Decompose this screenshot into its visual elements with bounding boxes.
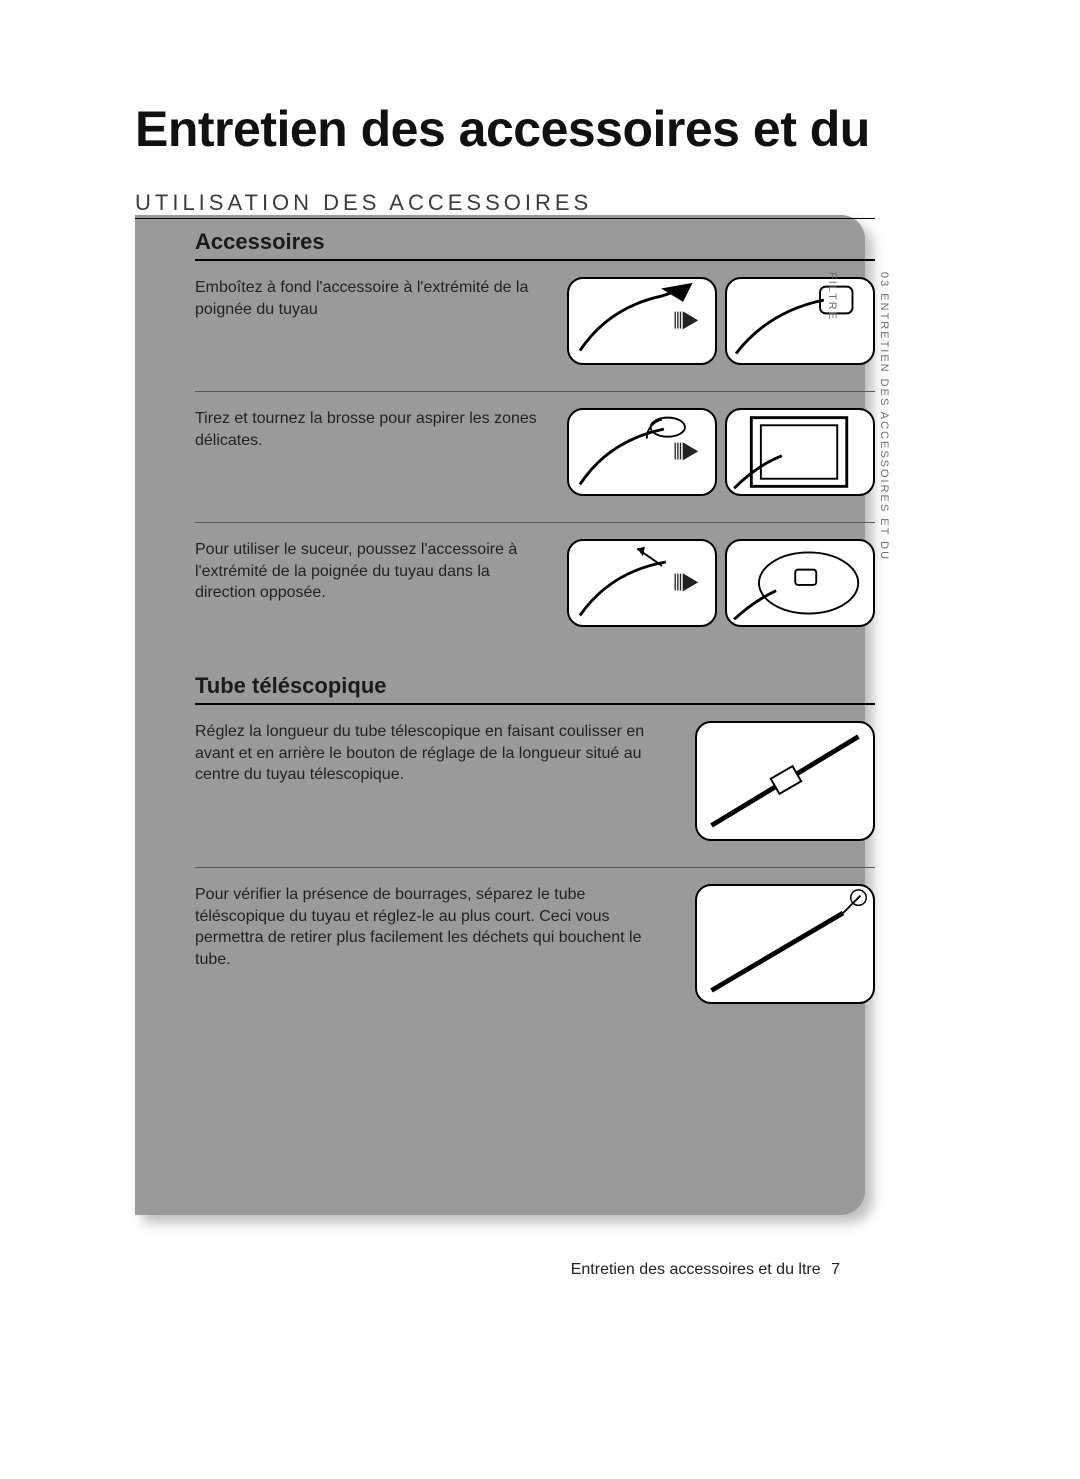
page: 03 ENTRETIEN DES ACCESSOIRES ET DU FILTR… bbox=[0, 0, 1080, 1479]
section-heading: UTILISATION DES ACCESSOIRES bbox=[135, 190, 875, 216]
accessories-row-1: Emboîtez à fond l'accessoire à l'extrémi… bbox=[195, 277, 875, 365]
footer-text: Entretien des accessoires et du ltre bbox=[571, 1261, 821, 1278]
arrow-icon: ⦀▶ bbox=[673, 570, 698, 596]
accessories-illustration-2b bbox=[725, 408, 875, 496]
tube-underline bbox=[195, 703, 875, 705]
arrow-icon: ⦀▶ bbox=[673, 439, 698, 465]
content-area: Entretien des accessoires et du l UTILIS… bbox=[135, 100, 875, 1004]
accessories-row-3: Pour utiliser le suceur, poussez l'acces… bbox=[195, 539, 875, 627]
tube-text-2: Pour vérifier la présence de bourrages, … bbox=[195, 884, 687, 970]
accessories-heading: Accessoires bbox=[195, 229, 875, 255]
divider bbox=[195, 867, 875, 868]
side-tab-line-1: 03 ENTRETIEN DES ACCESSOIRES ET DU bbox=[878, 272, 890, 592]
section-underline bbox=[135, 218, 875, 219]
accessories-row-2: Tirez et tournez la brosse pour aspirer … bbox=[195, 408, 875, 496]
side-tab-line-2: FILTRE bbox=[826, 272, 838, 592]
divider bbox=[195, 522, 875, 523]
accessories-text-3: Pour utiliser le suceur, poussez l'acces… bbox=[195, 539, 559, 604]
page-title: Entretien des accessoires et du l bbox=[135, 100, 875, 158]
page-number: 7 bbox=[831, 1261, 840, 1278]
tube-heading: Tube téléscopique bbox=[195, 673, 875, 699]
accessories-illustration-1b bbox=[725, 277, 875, 365]
accessories-underline bbox=[195, 259, 875, 261]
tube-illustration-2 bbox=[695, 884, 875, 1004]
accessories-illustration-3b bbox=[725, 539, 875, 627]
divider bbox=[195, 391, 875, 392]
accessories-text-2: Tirez et tournez la brosse pour aspirer … bbox=[195, 408, 559, 451]
tube-row-2: Pour vérifier la présence de bourrages, … bbox=[195, 884, 875, 1004]
arrow-icon: ⦀▶ bbox=[673, 308, 698, 334]
tube-text-1: Réglez la longueur du tube télescopique … bbox=[195, 721, 687, 786]
footer: Entretien des accessoires et du ltre 7 bbox=[0, 1261, 1080, 1279]
tube-row-1: Réglez la longueur du tube télescopique … bbox=[195, 721, 875, 841]
side-tab: 03 ENTRETIEN DES ACCESSOIRES ET DU FILTR… bbox=[866, 272, 890, 592]
accessories-text-1: Emboîtez à fond l'accessoire à l'extrémi… bbox=[195, 277, 559, 320]
tube-illustration-1 bbox=[695, 721, 875, 841]
